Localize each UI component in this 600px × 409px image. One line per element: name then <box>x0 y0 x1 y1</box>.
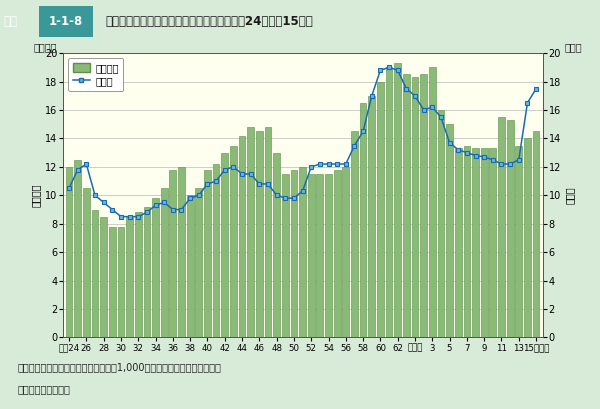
Bar <box>92 209 98 337</box>
Bar <box>169 170 176 337</box>
Legend: 検挙人員, 人口比: 検挙人員, 人口比 <box>68 58 124 91</box>
Bar <box>507 120 514 337</box>
Bar <box>343 167 349 337</box>
Bar <box>178 167 185 337</box>
Bar <box>472 148 479 337</box>
Bar <box>325 174 332 337</box>
Text: （人）: （人） <box>564 42 582 52</box>
Bar <box>118 227 124 337</box>
Bar <box>256 131 263 337</box>
Bar <box>265 127 271 337</box>
Text: 刑法犯少年の検挙人員，人口比の推移（昭和24～平成15年）: 刑法犯少年の検挙人員，人口比の推移（昭和24～平成15年） <box>105 15 313 28</box>
Bar <box>420 74 427 337</box>
Bar <box>109 227 116 337</box>
Bar <box>273 153 280 337</box>
Bar <box>446 124 453 337</box>
Text: （注）　人口比とは，同年齢層の人口1,000人当たりの検挙人員をいう。: （注） 人口比とは，同年齢層の人口1,000人当たりの検挙人員をいう。 <box>18 362 222 372</box>
Bar <box>368 96 375 337</box>
Bar <box>221 153 228 337</box>
Bar <box>299 167 306 337</box>
Bar <box>290 170 297 337</box>
Bar <box>481 148 488 337</box>
Bar <box>83 188 90 337</box>
Bar <box>308 174 314 337</box>
Bar <box>135 212 142 337</box>
Bar <box>386 67 392 337</box>
Text: （万人）: （万人） <box>33 42 57 52</box>
Bar <box>239 136 245 337</box>
Bar <box>196 188 202 337</box>
Bar <box>152 198 159 337</box>
Bar <box>377 82 384 337</box>
Text: 1-1-8: 1-1-8 <box>49 15 83 28</box>
FancyBboxPatch shape <box>39 7 93 36</box>
Bar <box>437 110 445 337</box>
Bar <box>515 146 522 337</box>
Text: 図表: 図表 <box>3 15 17 28</box>
Bar <box>230 146 237 337</box>
Bar <box>351 131 358 337</box>
Bar <box>213 164 220 337</box>
Y-axis label: 検挙人員: 検挙人員 <box>31 184 41 207</box>
Bar <box>334 170 341 337</box>
Bar <box>360 103 367 337</box>
Bar <box>282 174 289 337</box>
Bar <box>403 74 410 337</box>
Bar <box>394 63 401 337</box>
Bar <box>143 207 150 337</box>
Bar <box>316 174 323 337</box>
Bar <box>65 167 73 337</box>
Bar <box>524 138 531 337</box>
Bar <box>455 148 461 337</box>
Bar <box>187 196 194 337</box>
Bar <box>161 188 167 337</box>
Y-axis label: 人口比: 人口比 <box>565 187 575 204</box>
Bar <box>74 160 81 337</box>
Bar <box>533 131 539 337</box>
Bar <box>247 127 254 337</box>
Text: （資料）警察庁調べ: （資料）警察庁調べ <box>18 384 71 394</box>
Bar <box>429 67 436 337</box>
Bar <box>490 148 496 337</box>
Bar <box>464 146 470 337</box>
Bar <box>126 217 133 337</box>
Bar <box>100 217 107 337</box>
Bar <box>498 117 505 337</box>
Bar <box>412 77 418 337</box>
Bar <box>204 170 211 337</box>
